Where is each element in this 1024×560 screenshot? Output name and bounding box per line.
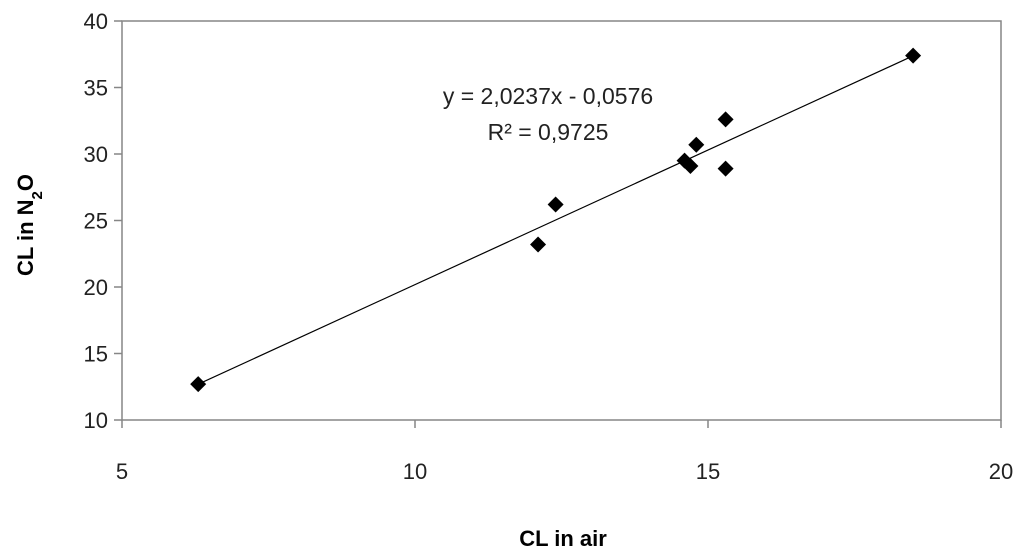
x-tick-label: 5: [116, 459, 128, 484]
data-point: [547, 196, 564, 213]
r-squared-label: R² = 0,9725: [488, 119, 609, 145]
data-point: [190, 376, 207, 393]
data-point: [717, 160, 734, 177]
trendline: [197, 55, 914, 385]
data-point: [688, 136, 705, 153]
plot-area: [121, 20, 1002, 421]
y-tick-label: 10: [84, 408, 108, 433]
data-point: [905, 47, 922, 64]
x-tick-label: 10: [403, 459, 427, 484]
x-tick-label: 20: [989, 459, 1013, 484]
y-axis: 10 15 20 25 30 35 40: [84, 9, 122, 433]
x-tick-label: 15: [696, 459, 720, 484]
y-tick-label: 40: [84, 9, 108, 34]
x-axis-title: CL in air: [519, 526, 607, 551]
data-point: [682, 157, 699, 174]
y-axis-title: CL in N2O: [13, 174, 46, 276]
data-point: [530, 236, 547, 253]
y-axis-title-main: CL in N: [13, 199, 38, 276]
y-tick-label: 25: [84, 209, 108, 234]
y-tick-label: 30: [84, 142, 108, 167]
y-axis-title-tail: O: [13, 174, 38, 191]
y-tick-label: 15: [84, 342, 108, 367]
data-points: [190, 47, 922, 393]
data-point: [717, 111, 734, 128]
y-tick-label: 20: [84, 275, 108, 300]
y-tick-label: 35: [84, 76, 108, 101]
trendline-equation: y = 2,0237x - 0,0576: [443, 83, 653, 109]
x-axis: 5 10 15 20: [116, 420, 1013, 484]
y-axis-title-subscript: 2: [29, 191, 46, 199]
